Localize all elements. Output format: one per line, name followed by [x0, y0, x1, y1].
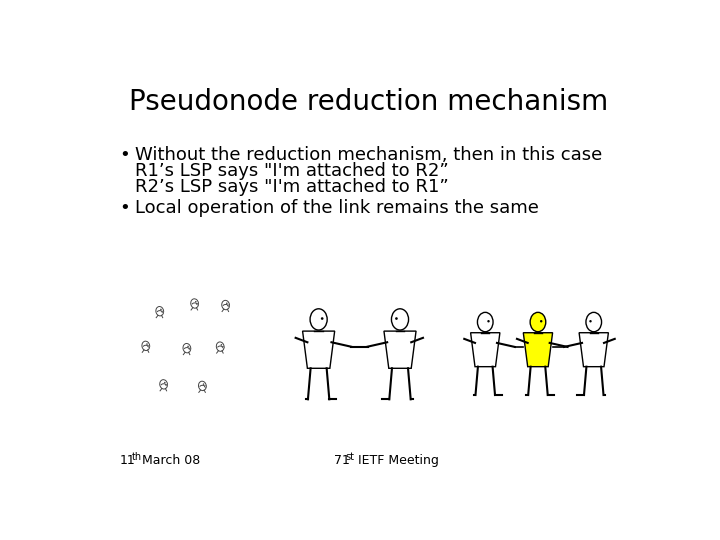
Text: •: •	[120, 146, 130, 164]
Circle shape	[164, 382, 166, 383]
Circle shape	[220, 344, 222, 346]
Polygon shape	[384, 331, 416, 368]
Text: Pseudonode reduction mechanism: Pseudonode reduction mechanism	[130, 88, 608, 116]
Ellipse shape	[199, 381, 206, 390]
Ellipse shape	[191, 299, 199, 308]
Ellipse shape	[197, 303, 199, 305]
Ellipse shape	[204, 386, 207, 387]
Circle shape	[203, 383, 204, 385]
Polygon shape	[523, 333, 552, 367]
Circle shape	[187, 346, 189, 347]
Polygon shape	[579, 333, 608, 367]
Text: Without the reduction mechanism, then in this case: Without the reduction mechanism, then in…	[135, 146, 602, 164]
Circle shape	[540, 320, 542, 322]
Text: R2’s LSP says "I'm attached to R1”: R2’s LSP says "I'm attached to R1”	[135, 178, 449, 196]
Ellipse shape	[160, 380, 168, 389]
Ellipse shape	[166, 384, 168, 386]
Ellipse shape	[142, 341, 150, 350]
Text: st: st	[346, 452, 355, 462]
Circle shape	[321, 317, 323, 320]
Ellipse shape	[216, 342, 224, 352]
Polygon shape	[471, 333, 500, 367]
Circle shape	[195, 301, 197, 302]
Text: R1’s LSP says "I'm attached to R2”: R1’s LSP says "I'm attached to R2”	[135, 162, 449, 180]
Ellipse shape	[228, 305, 230, 307]
Circle shape	[487, 320, 490, 322]
Ellipse shape	[148, 346, 150, 347]
Ellipse shape	[530, 312, 546, 332]
Ellipse shape	[162, 311, 163, 313]
Circle shape	[160, 309, 162, 310]
Circle shape	[395, 317, 397, 320]
Ellipse shape	[222, 347, 224, 348]
Ellipse shape	[222, 300, 230, 310]
Circle shape	[226, 302, 228, 304]
Ellipse shape	[183, 343, 191, 353]
Ellipse shape	[586, 312, 602, 332]
Ellipse shape	[392, 309, 408, 330]
Circle shape	[146, 343, 148, 345]
Ellipse shape	[310, 309, 327, 330]
Text: Local operation of the link remains the same: Local operation of the link remains the …	[135, 199, 539, 217]
Text: th: th	[132, 452, 142, 462]
Ellipse shape	[156, 307, 163, 316]
Polygon shape	[302, 331, 335, 368]
Text: IETF Meeting: IETF Meeting	[354, 454, 438, 467]
Text: March 08: March 08	[138, 454, 200, 467]
Text: 71: 71	[334, 454, 350, 467]
Ellipse shape	[189, 348, 191, 349]
Text: •: •	[120, 199, 130, 217]
Text: 11: 11	[120, 454, 135, 467]
Ellipse shape	[477, 312, 493, 332]
Circle shape	[589, 320, 592, 322]
